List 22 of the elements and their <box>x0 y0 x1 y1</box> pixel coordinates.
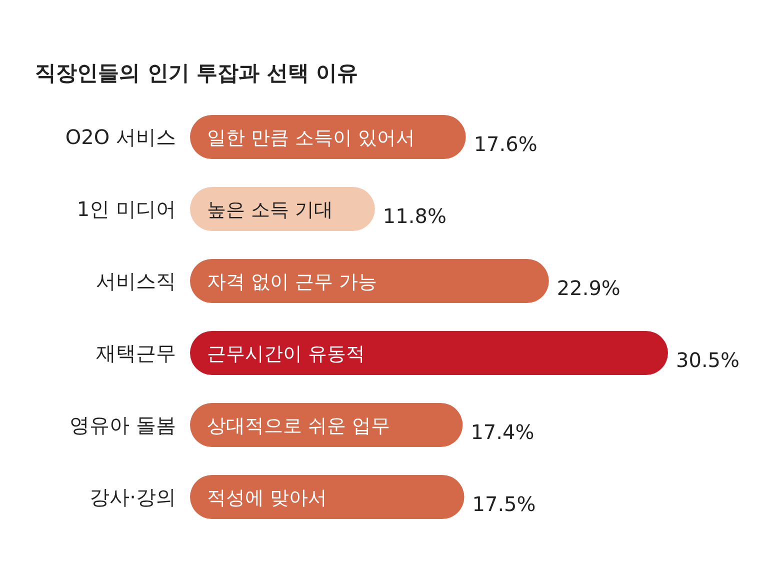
annotation: 높은 소득 기대 <box>207 199 334 221</box>
y-tick-label: 서비스직 <box>96 269 176 293</box>
data-label: 30.5% <box>676 348 740 372</box>
bar <box>190 259 549 303</box>
y-tick-label: O2O 서비스 <box>65 125 176 149</box>
data-label: 17.6% <box>474 132 538 156</box>
chart-title: 직장인들의 인기 투잡과 선택 이유 <box>35 61 358 85</box>
annotation: 자격 없이 근무 가능 <box>207 271 378 293</box>
data-label: 17.5% <box>472 492 536 516</box>
annotation: 근무시간이 유동적 <box>207 343 366 365</box>
y-tick-label: 재택근무 <box>96 341 176 365</box>
bar <box>190 475 464 519</box>
data-label: 11.8% <box>382 204 446 228</box>
y-tick-label: 1인 미디어 <box>76 197 176 221</box>
bar <box>190 331 668 375</box>
annotation: 상대적으로 쉬운 업무 <box>207 415 390 437</box>
data-label: 22.9% <box>556 276 620 300</box>
data-label: 17.4% <box>470 420 534 444</box>
y-tick-label: 강사·강의 <box>90 485 176 509</box>
annotation: 적성에 맞아서 <box>207 487 328 509</box>
annotation: 일한 만큼 소득이 있어서 <box>207 127 416 149</box>
y-tick-label: 영유아 돌봄 <box>70 413 176 437</box>
